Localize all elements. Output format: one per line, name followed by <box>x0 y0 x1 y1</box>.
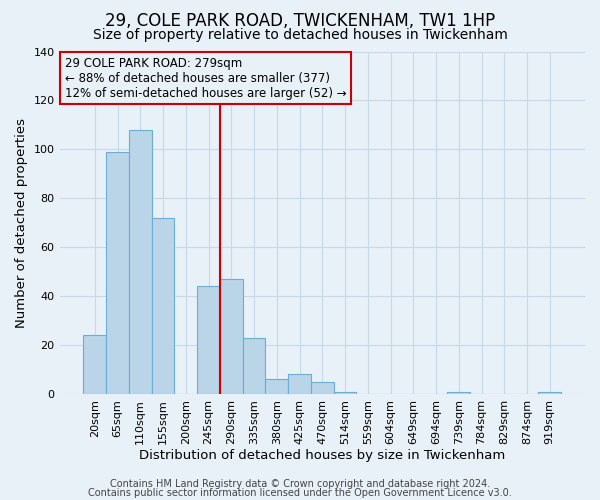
Text: 29 COLE PARK ROAD: 279sqm
← 88% of detached houses are smaller (377)
12% of semi: 29 COLE PARK ROAD: 279sqm ← 88% of detac… <box>65 56 346 100</box>
Bar <box>265 380 288 394</box>
Bar <box>197 286 220 394</box>
Bar <box>220 279 242 394</box>
Text: Contains public sector information licensed under the Open Government Licence v3: Contains public sector information licen… <box>88 488 512 498</box>
Bar <box>311 382 334 394</box>
X-axis label: Distribution of detached houses by size in Twickenham: Distribution of detached houses by size … <box>139 450 505 462</box>
Bar <box>448 392 470 394</box>
Bar <box>334 392 356 394</box>
Bar <box>242 338 265 394</box>
Text: Contains HM Land Registry data © Crown copyright and database right 2024.: Contains HM Land Registry data © Crown c… <box>110 479 490 489</box>
Text: Size of property relative to detached houses in Twickenham: Size of property relative to detached ho… <box>92 28 508 42</box>
Bar <box>152 218 175 394</box>
Bar <box>106 152 129 394</box>
Bar <box>83 336 106 394</box>
Bar <box>288 374 311 394</box>
Bar <box>538 392 561 394</box>
Bar <box>129 130 152 394</box>
Text: 29, COLE PARK ROAD, TWICKENHAM, TW1 1HP: 29, COLE PARK ROAD, TWICKENHAM, TW1 1HP <box>105 12 495 30</box>
Y-axis label: Number of detached properties: Number of detached properties <box>15 118 28 328</box>
